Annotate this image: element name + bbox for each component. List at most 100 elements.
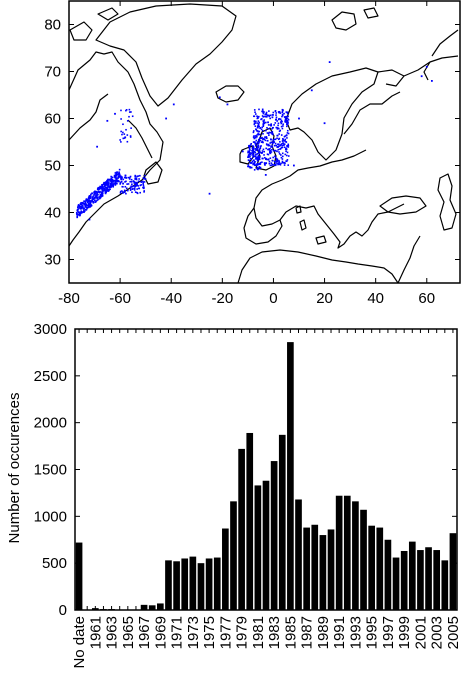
map-point: [256, 141, 259, 143]
map-point: [77, 214, 80, 216]
map-point: [283, 143, 286, 146]
map-point: [268, 114, 270, 117]
map-point: [277, 143, 280, 145]
map-point: [124, 175, 127, 177]
map-point: [105, 187, 107, 189]
map-point: [280, 125, 283, 128]
map-point: [111, 180, 114, 182]
map-point: [248, 145, 250, 147]
map-point: [310, 89, 313, 92]
map-point: [125, 128, 127, 131]
map-y-tick-label: 60: [44, 111, 61, 128]
map-point: [97, 193, 99, 196]
bar-1976: [213, 557, 221, 610]
map-point: [247, 154, 250, 156]
map-x-tick-label: -60: [109, 290, 131, 307]
map-point: [286, 123, 288, 126]
map-point: [284, 162, 286, 165]
map-point: [258, 133, 261, 136]
map-point: [285, 118, 287, 121]
map-point: [285, 134, 288, 136]
map-point: [256, 125, 259, 127]
map-point: [273, 124, 275, 126]
map-point: [107, 186, 109, 188]
map-point: [252, 162, 255, 165]
map-point: [253, 135, 255, 137]
map-point: [278, 110, 281, 113]
map-point: [264, 174, 267, 176]
map-point: [120, 130, 122, 133]
map-point: [78, 204, 81, 207]
map-point: [111, 183, 114, 185]
map-point: [78, 207, 80, 209]
map-point: [263, 121, 265, 123]
map-point: [254, 113, 257, 115]
map-y-axis: 30 40 50 60 70 80: [44, 17, 460, 269]
map-point: [252, 130, 255, 132]
coast-europe: [253, 149, 405, 249]
map-point: [111, 176, 114, 179]
map-point: [114, 172, 117, 174]
map-point: [249, 149, 251, 151]
map-point: [112, 183, 115, 186]
map-point: [130, 185, 133, 188]
map-point: [99, 185, 101, 188]
map-point: [281, 155, 284, 158]
map-point: [263, 150, 265, 153]
map-point: [280, 156, 283, 159]
map-point: [134, 175, 136, 178]
map-point: [88, 197, 91, 200]
map-point: [94, 196, 97, 199]
map-point: [255, 139, 258, 142]
map-point: [275, 157, 278, 160]
map-point: [249, 162, 251, 164]
map-point: [118, 176, 120, 178]
map-point: [256, 157, 259, 160]
bar-panel: 0 500 1000 1500 2000 2500 3000 No date 1961 1963…: [6, 321, 462, 669]
map-point: [78, 206, 81, 208]
map-point: [87, 204, 90, 207]
map-point: [267, 132, 270, 135]
map-point: [112, 179, 115, 182]
map-point: [119, 190, 122, 193]
map-point: [249, 155, 251, 158]
map-point: [253, 109, 256, 111]
map-point: [266, 115, 268, 118]
map-point: [267, 148, 269, 151]
map-point: [125, 187, 128, 190]
map-frame: [68, 0, 461, 284]
map-point: [257, 163, 260, 166]
map-point: [126, 140, 129, 143]
bar-x-tick-label: 1983: [266, 616, 283, 649]
map-point: [129, 186, 132, 189]
map-point: [281, 113, 284, 116]
map-point: [136, 188, 138, 190]
map-point: [113, 175, 116, 178]
map-point: [274, 138, 277, 141]
map-point: [112, 185, 114, 188]
map-y-tick-label: 50: [44, 158, 61, 175]
map-point: [286, 154, 288, 157]
map-point: [142, 180, 144, 183]
bar-y-tick-label: 500: [42, 555, 67, 572]
map-point: [125, 109, 127, 112]
bar-1984: [278, 434, 286, 610]
bar-1979: [238, 448, 245, 610]
map-point: [106, 187, 108, 189]
map-point: [123, 189, 126, 192]
map-point: [95, 191, 98, 194]
map-point: [143, 186, 145, 189]
map-point: [281, 144, 284, 147]
map-point: [91, 199, 94, 201]
bars: [75, 342, 457, 610]
map-point: [142, 177, 145, 179]
bar-2004: [441, 560, 449, 610]
map-point: [271, 146, 273, 148]
bar-1988: [311, 524, 319, 610]
map-point: [252, 154, 255, 157]
map-point: [265, 129, 267, 132]
coast-greenland: [95, 3, 237, 107]
bar-x-tick-label: 1965: [120, 616, 137, 649]
bar-1997: [384, 539, 392, 610]
map-point: [270, 123, 273, 125]
